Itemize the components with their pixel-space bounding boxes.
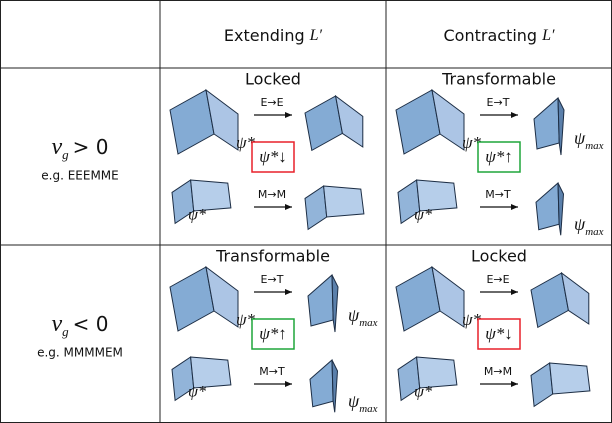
status: Transformable xyxy=(215,247,330,266)
limit-subscript: max xyxy=(359,403,377,415)
limit-symbol: ψ xyxy=(574,128,586,148)
trend: ψ*↑ xyxy=(259,324,287,343)
limit-label: ψmax xyxy=(574,214,604,237)
panel xyxy=(431,88,465,151)
angle-label: ψ* xyxy=(462,133,482,152)
row-relation: > 0 xyxy=(73,135,109,159)
header-text: Extending xyxy=(224,26,305,45)
arrow-head xyxy=(511,204,518,210)
panel xyxy=(331,274,339,333)
angle-label: ψ* xyxy=(462,310,482,329)
row-subscript: g xyxy=(62,324,69,339)
row-example: e.g. MMMMEM xyxy=(37,346,123,360)
limit-subscript: max xyxy=(359,317,377,329)
row-relation: < 0 xyxy=(73,312,109,336)
angle-label: ψ* xyxy=(236,133,256,152)
transition: M→M xyxy=(258,188,286,201)
row-label: νg > 0 xyxy=(52,134,109,162)
angle-label: ψ* xyxy=(188,384,206,401)
arrow-head xyxy=(285,381,292,387)
angle-label: ψ* xyxy=(414,384,432,401)
panel xyxy=(549,362,591,395)
angle-label: ψ* xyxy=(188,207,206,224)
arrow-head xyxy=(511,289,518,295)
panel xyxy=(190,356,232,389)
limit-subscript: max xyxy=(585,140,603,152)
arrow-head xyxy=(285,204,292,210)
status: Transformable xyxy=(441,70,556,89)
panel xyxy=(190,179,232,212)
status: Locked xyxy=(471,247,527,266)
limit-symbol: ψ xyxy=(348,305,360,325)
panel xyxy=(331,359,339,413)
row-symbol: ν xyxy=(52,134,63,160)
transition: E→E xyxy=(486,273,509,286)
arrow-head xyxy=(285,112,292,118)
limit-label: ψmax xyxy=(574,128,604,151)
panel xyxy=(416,356,458,389)
status: Locked xyxy=(245,70,301,89)
limit-subscript: max xyxy=(585,226,603,238)
header-symbol: L′ xyxy=(541,27,555,44)
limit-symbol: ψ xyxy=(348,391,360,411)
panel xyxy=(334,94,364,148)
arrow-head xyxy=(285,289,292,295)
transition: E→T xyxy=(487,96,510,109)
trend: ψ*↓ xyxy=(259,147,287,166)
angle-label: ψ* xyxy=(414,207,432,224)
limit-label: ψmax xyxy=(348,305,378,328)
panel xyxy=(557,182,565,236)
transition: E→T xyxy=(261,273,284,286)
row-subscript: g xyxy=(62,147,69,162)
transition: E→E xyxy=(260,96,283,109)
arrow-head xyxy=(511,381,518,387)
column-header: Contracting L′ xyxy=(444,26,555,45)
panel xyxy=(416,179,458,212)
panel xyxy=(205,88,239,151)
trend: ψ*↑ xyxy=(485,147,513,166)
panel xyxy=(560,271,590,325)
column-header: Extending L′ xyxy=(224,26,323,45)
trend-box xyxy=(477,141,521,173)
arrow-head xyxy=(511,112,518,118)
panel xyxy=(557,97,565,156)
panel xyxy=(323,185,365,218)
transition: M→T xyxy=(259,365,285,378)
angle-label: ψ* xyxy=(236,310,256,329)
limit-label: ψmax xyxy=(348,391,378,414)
trend: ψ*↓ xyxy=(485,324,513,343)
transition: M→T xyxy=(485,188,511,201)
trend-box xyxy=(477,318,521,350)
row-symbol: ν xyxy=(52,311,63,337)
row-label: νg < 0 xyxy=(52,311,109,339)
trend-box xyxy=(251,318,295,350)
panel xyxy=(205,265,239,328)
trend-box xyxy=(251,141,295,173)
row-example: e.g. EEEMME xyxy=(41,169,118,183)
limit-symbol: ψ xyxy=(574,214,586,234)
header-symbol: L′ xyxy=(309,27,323,44)
panel xyxy=(431,265,465,328)
header-text: Contracting xyxy=(444,26,538,45)
transition: M→M xyxy=(484,365,512,378)
